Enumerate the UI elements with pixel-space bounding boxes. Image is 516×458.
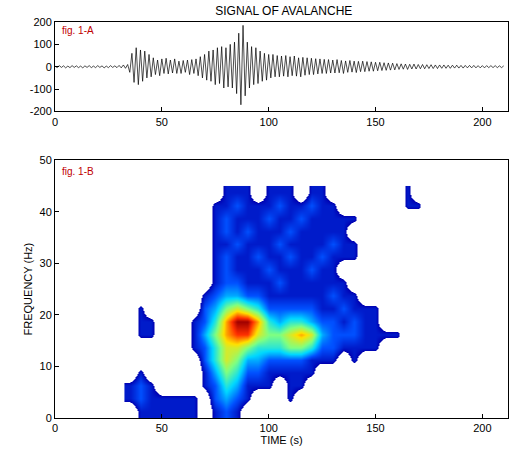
svg-text:50: 50 xyxy=(156,422,168,434)
svg-text:fig. 1-B: fig. 1-B xyxy=(62,166,94,177)
svg-text:100: 100 xyxy=(260,422,278,434)
svg-text:100: 100 xyxy=(33,38,51,50)
svg-text:10: 10 xyxy=(40,360,52,372)
svg-text:50: 50 xyxy=(156,116,168,128)
svg-text:30: 30 xyxy=(40,257,52,269)
svg-text:150: 150 xyxy=(366,116,384,128)
svg-text:150: 150 xyxy=(366,422,384,434)
svg-text:0: 0 xyxy=(46,61,52,73)
svg-text:-200: -200 xyxy=(30,105,52,117)
svg-text:20: 20 xyxy=(40,309,52,321)
svg-text:TIME (s): TIME (s) xyxy=(260,434,302,446)
svg-text:0: 0 xyxy=(52,116,58,128)
svg-text:100: 100 xyxy=(260,116,278,128)
svg-text:200: 200 xyxy=(473,116,491,128)
svg-text:200: 200 xyxy=(33,16,51,28)
svg-text:fig. 1-A: fig. 1-A xyxy=(62,25,94,36)
svg-text:-100: -100 xyxy=(30,83,52,95)
svg-text:50: 50 xyxy=(40,154,52,166)
svg-text:200: 200 xyxy=(473,422,491,434)
svg-text:0: 0 xyxy=(52,422,58,434)
svg-text:40: 40 xyxy=(40,206,52,218)
svg-text:SIGNAL OF AVALANCHE: SIGNAL OF AVALANCHE xyxy=(215,4,352,18)
svg-text:0: 0 xyxy=(46,412,52,424)
svg-text:FREQUENCY (Hz): FREQUENCY (Hz) xyxy=(22,243,34,336)
